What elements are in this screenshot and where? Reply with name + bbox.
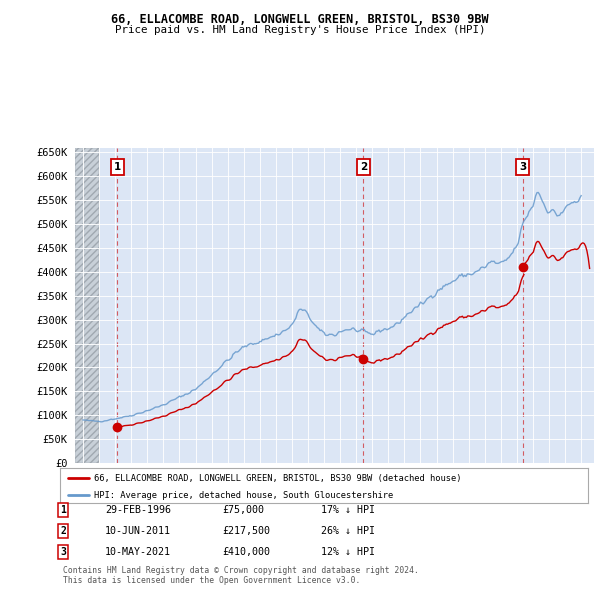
Text: 2: 2 (359, 162, 367, 172)
Text: 10-JUN-2011: 10-JUN-2011 (105, 526, 171, 536)
Text: 66, ELLACOMBE ROAD, LONGWELL GREEN, BRISTOL, BS30 9BW: 66, ELLACOMBE ROAD, LONGWELL GREEN, BRIS… (111, 13, 489, 26)
Text: 66, ELLACOMBE ROAD, LONGWELL GREEN, BRISTOL, BS30 9BW (detached house): 66, ELLACOMBE ROAD, LONGWELL GREEN, BRIS… (94, 474, 462, 483)
Text: Price paid vs. HM Land Registry's House Price Index (HPI): Price paid vs. HM Land Registry's House … (115, 25, 485, 35)
Text: 26% ↓ HPI: 26% ↓ HPI (321, 526, 375, 536)
Text: 12% ↓ HPI: 12% ↓ HPI (321, 548, 375, 557)
Text: 3: 3 (60, 548, 66, 557)
Text: £75,000: £75,000 (222, 505, 264, 514)
Text: Contains HM Land Registry data © Crown copyright and database right 2024.
This d: Contains HM Land Registry data © Crown c… (63, 566, 419, 585)
Bar (75, 148, 99, 463)
Text: £410,000: £410,000 (222, 548, 270, 557)
Text: 1: 1 (113, 162, 121, 172)
Bar (75, 148, 99, 463)
Text: 1: 1 (60, 505, 66, 514)
Text: HPI: Average price, detached house, South Gloucestershire: HPI: Average price, detached house, Sout… (94, 491, 394, 500)
Text: 17% ↓ HPI: 17% ↓ HPI (321, 505, 375, 514)
Text: 2: 2 (60, 526, 66, 536)
Text: 3: 3 (519, 162, 526, 172)
Text: 29-FEB-1996: 29-FEB-1996 (105, 505, 171, 514)
Text: 10-MAY-2021: 10-MAY-2021 (105, 548, 171, 557)
Text: £217,500: £217,500 (222, 526, 270, 536)
